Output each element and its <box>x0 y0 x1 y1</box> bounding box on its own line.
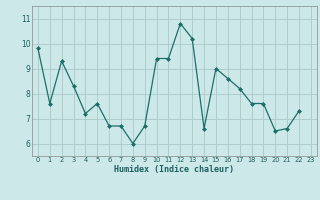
X-axis label: Humidex (Indice chaleur): Humidex (Indice chaleur) <box>115 165 234 174</box>
